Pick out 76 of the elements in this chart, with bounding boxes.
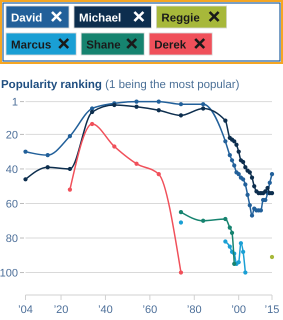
- x-tick-label: ’40: [98, 304, 113, 316]
- x-tick-label: ’15: [264, 304, 280, 316]
- point: [236, 172, 241, 176]
- point: [223, 216, 228, 222]
- point: [178, 220, 184, 225]
- point: [156, 99, 161, 104]
- point: [236, 150, 241, 154]
- point: [90, 122, 94, 126]
- point: [230, 158, 234, 162]
- point: [223, 139, 228, 144]
- point: [68, 134, 72, 138]
- y-tick-label: 20: [6, 129, 18, 142]
- point: [201, 106, 206, 111]
- text: Reggie: [161, 12, 200, 24]
- point: [268, 180, 272, 185]
- y-tick-label: 40: [6, 164, 18, 176]
- point: [252, 184, 256, 188]
- point: [248, 170, 252, 175]
- point: [201, 218, 206, 223]
- point: [23, 150, 28, 154]
- text: David: [11, 12, 42, 24]
- point: [223, 118, 228, 123]
- point: [134, 162, 139, 166]
- point: [243, 165, 248, 170]
- point: [228, 226, 232, 230]
- chart-title: Popularity ranking: [1, 79, 102, 91]
- point: [250, 175, 254, 180]
- point: [228, 153, 232, 158]
- x-tick-label: ’04: [18, 304, 33, 316]
- point: [230, 230, 234, 235]
- y-tick-label: 1: [12, 96, 18, 109]
- point: [241, 177, 246, 182]
- point: [68, 166, 72, 172]
- point: [156, 172, 161, 176]
- text: Derek: [154, 40, 187, 52]
- point: [178, 270, 184, 275]
- text: Michael: [79, 12, 122, 24]
- text: Shane: [86, 40, 121, 52]
- point: [223, 239, 228, 244]
- point: [241, 250, 246, 254]
- point: [134, 104, 139, 109]
- y-tick-label: 60: [6, 198, 18, 210]
- x-tick-label: ’80: [186, 304, 202, 316]
- point: [178, 210, 184, 214]
- point: [243, 182, 248, 187]
- point: [46, 153, 50, 158]
- x-tick-label: ’20: [54, 304, 68, 316]
- x-tick-label: ’00: [231, 304, 246, 316]
- point: [234, 142, 239, 147]
- y-tick-label: 100: [0, 268, 18, 280]
- point: [232, 262, 236, 266]
- point: [228, 244, 232, 249]
- point: [236, 260, 241, 264]
- point: [46, 165, 50, 170]
- point: [68, 188, 72, 192]
- point: [232, 139, 236, 144]
- point: [265, 186, 270, 190]
- point: [156, 108, 161, 112]
- point: [134, 99, 139, 104]
- x-tick-label: ’60: [142, 304, 158, 316]
- point: [238, 241, 244, 246]
- point: [270, 172, 274, 176]
- point: [245, 192, 250, 197]
- point: [178, 113, 184, 118]
- point: [232, 163, 236, 168]
- chart-subtitle: (1 being the most popular): [102, 79, 240, 91]
- point: [248, 203, 252, 208]
- point: [241, 160, 246, 164]
- point: [243, 270, 248, 275]
- point: [201, 102, 206, 106]
- point: [90, 110, 94, 114]
- point: [178, 102, 184, 106]
- text: Marcus: [11, 40, 52, 52]
- point: [112, 144, 116, 149]
- point: [23, 177, 28, 182]
- y-tick-label: 80: [6, 233, 18, 246]
